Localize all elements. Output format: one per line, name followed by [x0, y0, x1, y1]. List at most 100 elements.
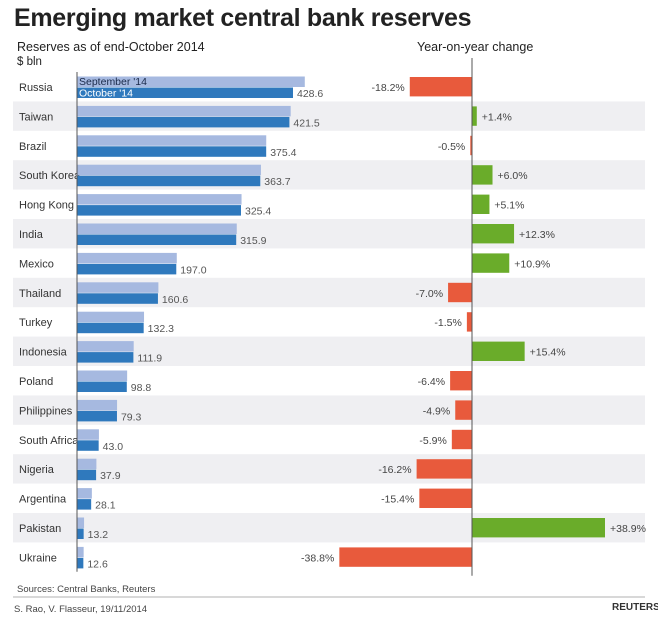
- bar-october: [77, 440, 99, 451]
- data-label-october: 28.1: [95, 500, 116, 512]
- bar-yoy: [472, 165, 493, 185]
- row-stripe: [13, 454, 645, 484]
- bar-october: [77, 263, 177, 275]
- bar-yoy: [472, 106, 477, 126]
- data-label-yoy: +6.0%: [498, 170, 528, 182]
- data-label-october: 98.8: [131, 382, 152, 394]
- data-label-october: 375.4: [270, 147, 296, 159]
- bar-yoy: [339, 547, 472, 567]
- bar-yoy: [419, 488, 472, 508]
- bar-yoy: [409, 77, 472, 97]
- bar-september: [77, 429, 99, 440]
- data-label-october: 197.0: [180, 264, 206, 276]
- unit-label: $ bln: [17, 56, 42, 68]
- data-label-october: 325.4: [245, 206, 271, 218]
- category-label: South Korea: [19, 170, 81, 182]
- bar-yoy: [472, 194, 490, 214]
- bar-september: [77, 135, 267, 146]
- bar-yoy: [416, 459, 472, 479]
- data-label-yoy: -7.0%: [416, 288, 443, 300]
- chart-title: Emerging market central bank reserves: [14, 4, 472, 32]
- bar-october: [77, 205, 241, 216]
- data-label-yoy: -38.8%: [301, 552, 334, 564]
- data-label-october: 111.9: [137, 353, 162, 365]
- data-label-october: 160.6: [162, 294, 188, 306]
- data-label-yoy: -1.5%: [434, 317, 461, 329]
- sources-note: Sources: Central Banks, Reuters: [17, 584, 156, 595]
- bar-yoy: [470, 135, 472, 156]
- bar-september: [77, 164, 261, 176]
- bar-yoy: [450, 371, 472, 391]
- data-label-october: 43.0: [103, 441, 124, 453]
- category-label: Pakistan: [19, 523, 61, 535]
- bar-september: [77, 282, 159, 293]
- bar-september: [77, 105, 291, 117]
- bar-september: [77, 546, 84, 558]
- category-label: Hong Kong: [19, 200, 74, 212]
- bar-october: [77, 528, 84, 539]
- data-label-yoy: -0.5%: [438, 141, 465, 153]
- bar-october: [77, 557, 84, 569]
- bar-september: [77, 76, 305, 87]
- data-label-yoy: +5.1%: [494, 200, 524, 212]
- category-label: Ukraine: [19, 552, 57, 564]
- bar-september: [77, 252, 177, 264]
- data-label-yoy: -18.2%: [371, 82, 404, 94]
- data-label-october: 13.2: [88, 529, 109, 541]
- bar-september: [77, 488, 92, 499]
- bar-yoy: [472, 253, 510, 273]
- bar-september: [77, 370, 128, 381]
- data-label-october: 37.9: [100, 470, 121, 482]
- bar-october: [77, 352, 134, 363]
- bar-september: [77, 399, 118, 411]
- category-label: Poland: [19, 376, 53, 388]
- bar-yoy: [455, 400, 472, 420]
- bar-yoy: [451, 429, 472, 450]
- data-label-yoy: -15.4%: [381, 494, 414, 506]
- category-label: Nigeria: [19, 464, 55, 476]
- data-label-yoy: -5.9%: [419, 435, 446, 447]
- credit-note: S. Rao, V. Flasseur, 19/11/2014: [14, 604, 148, 615]
- category-label: Mexico: [19, 258, 54, 270]
- bar-october: [77, 234, 237, 245]
- bar-september: [77, 517, 85, 528]
- bar-october: [77, 469, 97, 481]
- bar-october: [77, 322, 144, 334]
- data-label-yoy: +10.9%: [514, 258, 550, 270]
- data-label-yoy: +12.3%: [519, 229, 555, 241]
- bar-september: [77, 223, 237, 234]
- bar-september: [77, 311, 145, 323]
- bar-yoy: [448, 282, 472, 303]
- bar-october: [77, 87, 293, 98]
- bar-october: [77, 116, 290, 128]
- bar-october: [77, 499, 92, 510]
- category-label: Taiwan: [19, 111, 53, 123]
- data-label-october: 132.3: [148, 323, 174, 335]
- bar-september: [77, 194, 242, 205]
- row-stripe: [13, 395, 645, 425]
- bar-september: [77, 341, 134, 352]
- legend-september: September '14: [79, 76, 147, 88]
- data-label-october: 315.9: [240, 235, 266, 247]
- bar-yoy: [472, 518, 605, 538]
- chart-subtitle: Reserves as of end-October 2014: [17, 40, 205, 54]
- category-label: Argentina: [19, 494, 67, 506]
- category-label: Turkey: [19, 317, 53, 329]
- data-label-yoy: +38.9%: [610, 523, 646, 535]
- reuters-logo: REUTERS: [612, 602, 658, 613]
- bar-october: [77, 410, 117, 422]
- data-label-yoy: +15.4%: [530, 347, 566, 359]
- data-label-yoy: -6.4%: [418, 376, 445, 388]
- bar-yoy: [472, 341, 525, 361]
- data-label-yoy: -16.2%: [378, 464, 411, 476]
- category-label: India: [19, 229, 44, 241]
- category-label: Brazil: [19, 141, 47, 153]
- bar-yoy: [466, 312, 472, 332]
- bar-yoy: [472, 224, 515, 244]
- data-label-yoy: -4.9%: [423, 405, 450, 417]
- bar-september: [77, 458, 97, 470]
- category-label: Thailand: [19, 288, 61, 300]
- data-label-october: 363.7: [264, 176, 290, 188]
